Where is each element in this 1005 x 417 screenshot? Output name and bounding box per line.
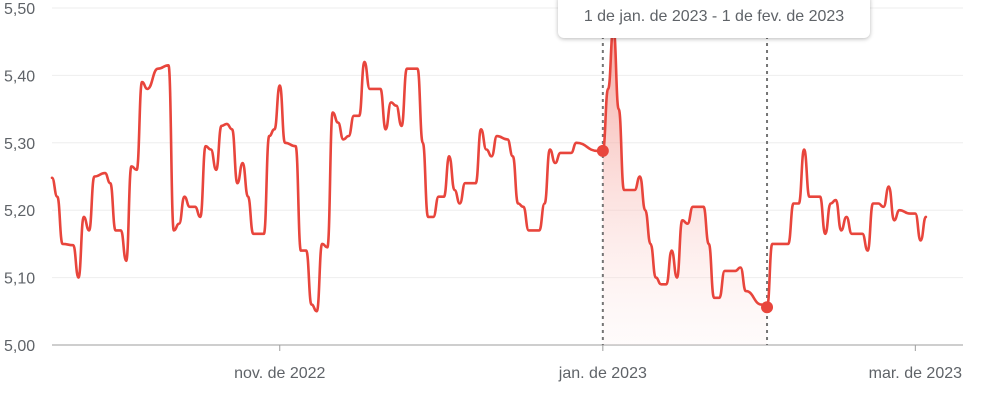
y-gridlines: [52, 7, 963, 279]
tooltip-date-range: 1 de jan. de 2023 - 1 de fev. de 2023: [583, 8, 845, 25]
y-tick-label: 5,50: [4, 1, 35, 18]
range-tooltip: 1 de jan. de 2023 - 1 de fev. de 2023: [558, 0, 870, 38]
y-tick-label: 5,40: [4, 68, 35, 85]
y-tick-label: 5,10: [4, 271, 35, 288]
highlight-range-area: [602, 28, 767, 345]
y-tick-label: 5,20: [4, 203, 35, 220]
x-axis-ticks: nov. de 2022 jan. de 2023 mar. de 2023: [234, 345, 962, 382]
y-tick-label: 5,00: [4, 338, 35, 355]
y-axis-tick-labels: 5,00 5,10 5,20 5,30 5,40 5,50: [4, 1, 35, 355]
x-tick-label: mar. de 2023: [869, 365, 963, 382]
y-tick-label: 5,30: [4, 136, 35, 153]
range-start-point[interactable]: [596, 144, 609, 157]
range-end-point[interactable]: [761, 301, 774, 314]
x-tick-label: nov. de 2022: [234, 365, 325, 382]
series-line: [50, 26, 928, 313]
x-tick-label: jan. de 2023: [558, 365, 647, 382]
